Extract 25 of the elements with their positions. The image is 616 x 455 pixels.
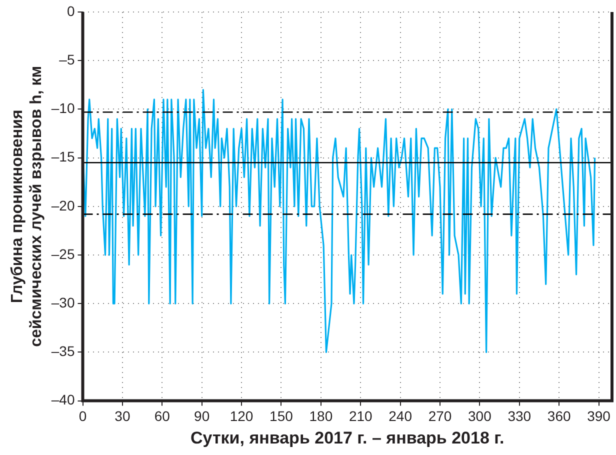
x-tick-label: 60 [154,408,170,424]
y-tick-label: –10 [51,100,75,116]
x-tick-label: 240 [388,408,412,424]
x-tick-label: 180 [309,408,333,424]
x-axis-title: Сутки, январь 2017 г. – январь 2018 г. [190,428,504,448]
y-tick-label: –25 [51,246,75,262]
y-tick-label: –20 [51,197,75,214]
x-tick-label: 120 [230,408,254,424]
y-tick-label: –30 [51,294,75,310]
x-tick-label: 330 [508,408,532,424]
x-tick-label: 300 [468,408,492,424]
x-tick-label: 90 [194,408,210,424]
x-tick-label: 30 [114,408,130,424]
y-tick-label: –35 [51,343,75,360]
x-tick-label: 150 [270,408,294,424]
y-axis-title: Глубина проникновения сейсмических лучей взрывов h, км [9,66,46,347]
y-tick-label: –5 [59,51,75,68]
y-tick-label: –15 [51,148,75,165]
y-tick-label: –40 [51,392,75,408]
x-tick-label: 360 [547,408,571,424]
x-tick-label: 270 [428,408,452,424]
x-tick-label: 390 [587,408,611,424]
x-tick-label: 0 [78,408,87,424]
y-tick-label: 0 [66,2,75,19]
x-tick-label: 210 [348,408,373,424]
